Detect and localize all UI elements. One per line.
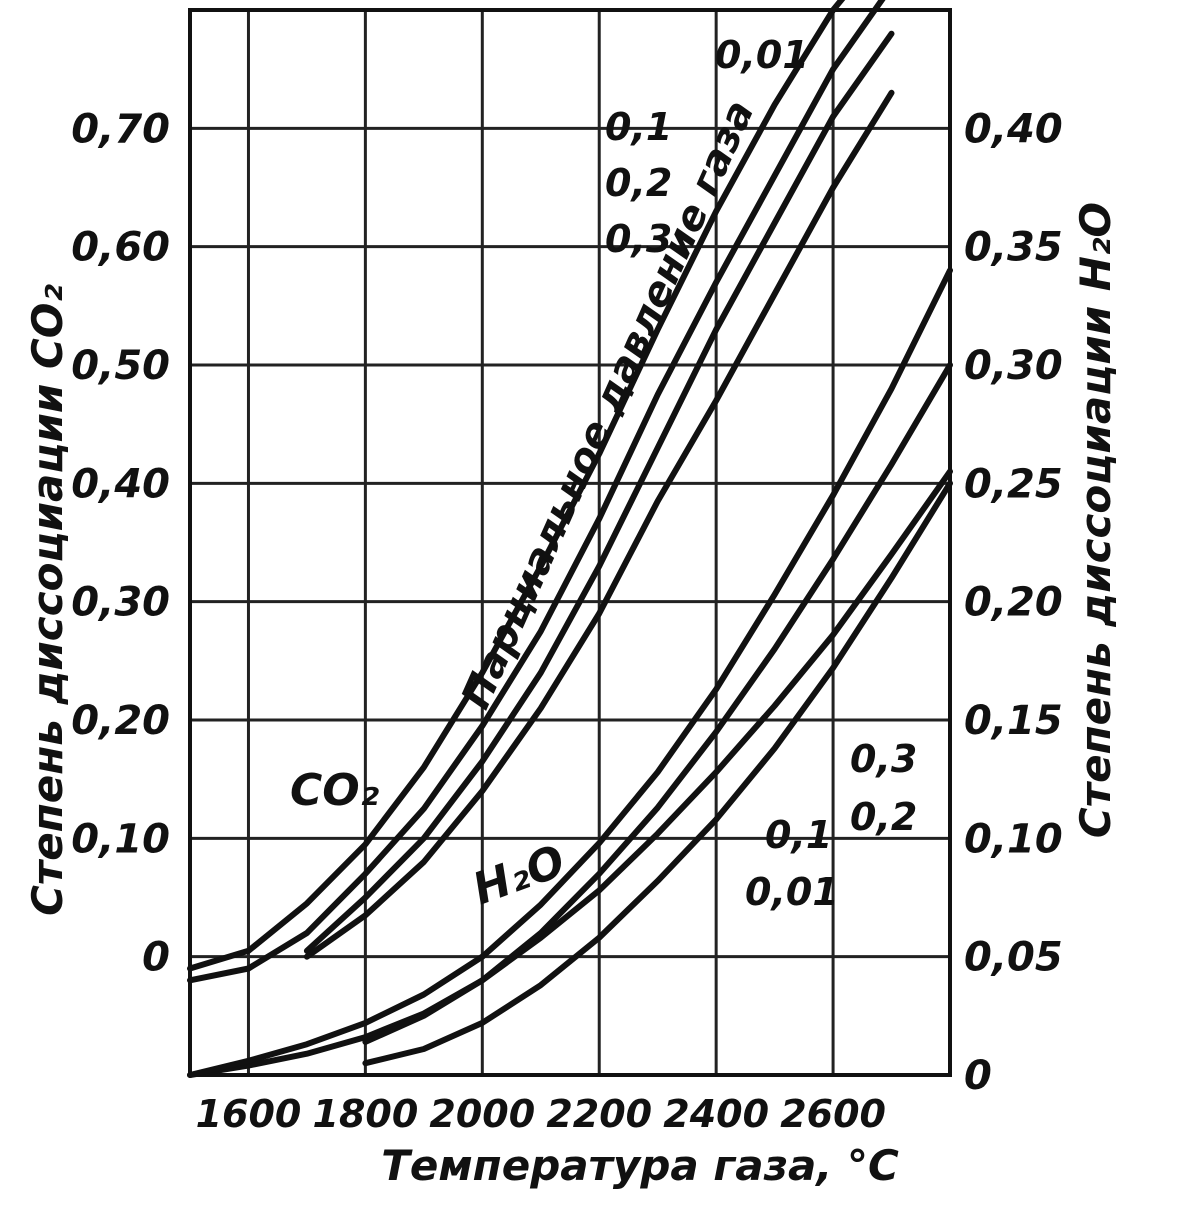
y-right-tick-labels: 0 0,05 0,10 0,15 0,20 0,25 0,30 0,35 0,40 bbox=[964, 106, 1063, 1099]
y-left-tick-label: 0,40 bbox=[71, 461, 170, 507]
y-left-tick-labels: 0 0,10 0,20 0,30 0,40 0,50 0,60 0,70 bbox=[71, 106, 170, 980]
series-line-co2-0-1 bbox=[187, 0, 886, 984]
series-line-co2-0-2 bbox=[303, 30, 895, 954]
y-right-tick-label: 0,40 bbox=[964, 106, 1063, 152]
y-left-tick-label: 0,60 bbox=[71, 225, 170, 271]
series-line-h2o-0-3 bbox=[187, 267, 953, 1078]
x-tick-label: 2200 bbox=[546, 1092, 652, 1136]
series-line-co2-0-01 bbox=[187, 0, 846, 972]
series-line-co2-0-3 bbox=[303, 89, 895, 960]
y-left-tick-label: 0 bbox=[142, 935, 170, 981]
curves bbox=[187, 0, 953, 1078]
series-line-h2o-0-01 bbox=[362, 480, 953, 1067]
y-right-tick-label: 0 bbox=[964, 1053, 992, 1099]
y-axis-label-left: Степень диссоциации CO₂ bbox=[23, 284, 72, 916]
y-left-tick-label: 0,20 bbox=[71, 698, 170, 744]
plot-frame bbox=[188, 8, 952, 1077]
x-tick-label: 1800 bbox=[313, 1092, 419, 1136]
series-label-h2o-0-01: 0,01 bbox=[745, 870, 839, 914]
series-line-h2o-0-2 bbox=[362, 362, 953, 1045]
x-tick-labels: 1600 1800 2000 2200 2400 2600 bbox=[196, 1092, 886, 1136]
y-left-tick-label: 0,50 bbox=[71, 343, 170, 389]
series-label-co2-0-3: 0,3 bbox=[605, 217, 672, 261]
x-axis-label: Температура газа, °С bbox=[381, 1141, 899, 1190]
y-right-tick-label: 0,25 bbox=[964, 461, 1063, 507]
series-label-co2-0-2: 0,2 bbox=[605, 161, 672, 205]
x-tick-label: 1600 bbox=[196, 1092, 302, 1136]
series-line-h2o-0-1 bbox=[187, 468, 953, 1078]
pressure-labels: 0,01 0,1 0,2 0,3 0,01 0,1 0,2 0,3 bbox=[605, 33, 917, 914]
series-label-co2-0-01: 0,01 bbox=[715, 33, 809, 77]
y-right-tick-label: 0,10 bbox=[964, 816, 1063, 862]
y-right-tick-label: 0,35 bbox=[964, 225, 1063, 271]
series-label-h2o-0-1: 0,1 bbox=[765, 813, 832, 857]
y-right-tick-label: 0,20 bbox=[964, 580, 1063, 626]
y-right-tick-label: 0,15 bbox=[964, 698, 1063, 744]
y-left-tick-label: 0,30 bbox=[71, 580, 170, 626]
x-tick-label: 2600 bbox=[780, 1092, 886, 1136]
series-label-h2o-0-2: 0,2 bbox=[850, 795, 917, 839]
x-tick-label: 2400 bbox=[663, 1092, 769, 1136]
y-right-tick-label: 0,30 bbox=[964, 343, 1063, 389]
y-left-tick-label: 0,10 bbox=[71, 816, 170, 862]
series-label-h2o-0-3: 0,3 bbox=[850, 737, 917, 781]
series-label-co2-0-1: 0,1 bbox=[605, 105, 672, 149]
y-left-tick-label: 0,70 bbox=[71, 106, 170, 152]
co2-curves-label: CO₂ bbox=[290, 765, 379, 816]
y-right-tick-label: 0,05 bbox=[964, 935, 1063, 981]
y-axis-label-right: Степень диссоциации H₂O bbox=[1071, 202, 1120, 838]
x-tick-label: 2000 bbox=[429, 1092, 535, 1136]
